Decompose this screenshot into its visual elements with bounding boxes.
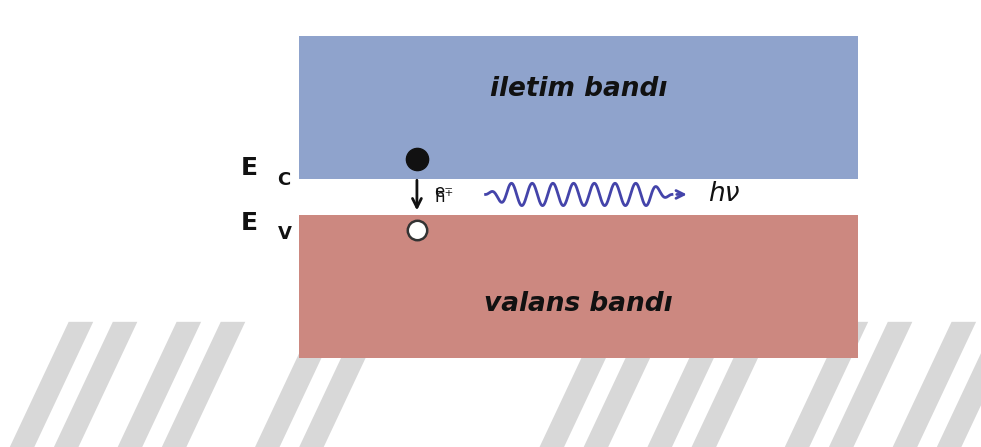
Text: h⁺: h⁺ [435,188,454,206]
Text: e⁻: e⁻ [435,183,453,201]
Polygon shape [299,322,383,447]
Polygon shape [893,322,976,447]
Text: E: E [240,211,257,236]
Polygon shape [255,322,338,447]
Polygon shape [584,322,667,447]
Text: valans bandı: valans bandı [485,291,673,317]
Polygon shape [829,322,912,447]
Polygon shape [937,322,981,447]
Bar [299,215,858,358]
Polygon shape [692,322,775,447]
Text: C: C [278,171,291,189]
Text: E: E [240,156,257,180]
Bar [299,36,858,179]
Polygon shape [118,322,201,447]
Text: iletim bandı: iletim bandı [490,76,667,102]
Polygon shape [54,322,137,447]
Text: hν: hν [708,181,740,207]
Polygon shape [540,322,623,447]
Polygon shape [162,322,245,447]
Polygon shape [647,322,731,447]
Polygon shape [10,322,93,447]
Text: V: V [278,225,291,243]
Polygon shape [785,322,868,447]
